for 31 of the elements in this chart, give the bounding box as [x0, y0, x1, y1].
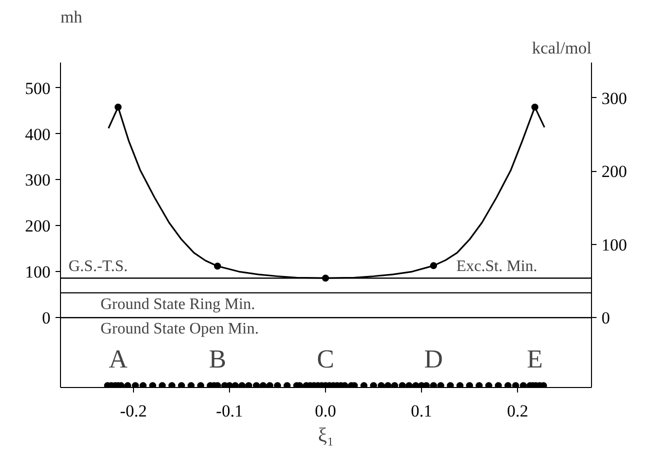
y-tick-label: 400 — [25, 124, 50, 144]
point — [114, 104, 122, 111]
annotation: A — [108, 344, 128, 374]
y-tick-label: 200 — [25, 216, 50, 236]
annotation: D — [424, 344, 443, 374]
y-axis-title: mh — [60, 8, 83, 26]
y-tick-label: 500 — [25, 78, 50, 98]
y-tick-label: 100 — [25, 262, 50, 282]
ref-line-label: G.S.-T.S. — [68, 258, 128, 276]
x-tick-label: 0.1 — [410, 402, 432, 420]
y2-tick-label: 200 — [602, 162, 627, 182]
x-tick-label: 0.0 — [314, 402, 336, 420]
ref-line-label: Ground State Open Min. — [100, 320, 259, 338]
y-tick-label: 0 — [42, 308, 50, 328]
ref-line-label: Ground State Ring Min. — [100, 296, 256, 313]
x-tick-label: 0.2 — [506, 402, 528, 420]
annotation: E — [526, 344, 543, 374]
point — [214, 262, 221, 270]
point — [430, 262, 438, 270]
y2-tick-label: 100 — [602, 235, 627, 254]
y2-tick-label: 0 — [602, 308, 610, 328]
y-tick-label: 300 — [25, 170, 50, 190]
annotation: B — [208, 344, 226, 374]
annotation: Exc.St. Min. — [456, 258, 538, 276]
x-axis-title: ξ₁ — [318, 424, 334, 446]
annotation: C — [316, 344, 334, 374]
x-tick-label: -0.1 — [216, 402, 243, 420]
y2-axis-title: kcal/mol — [532, 38, 592, 58]
point — [531, 104, 538, 111]
x-tick-label: -0.2 — [120, 402, 147, 420]
y2-tick-label: 300 — [602, 88, 627, 108]
